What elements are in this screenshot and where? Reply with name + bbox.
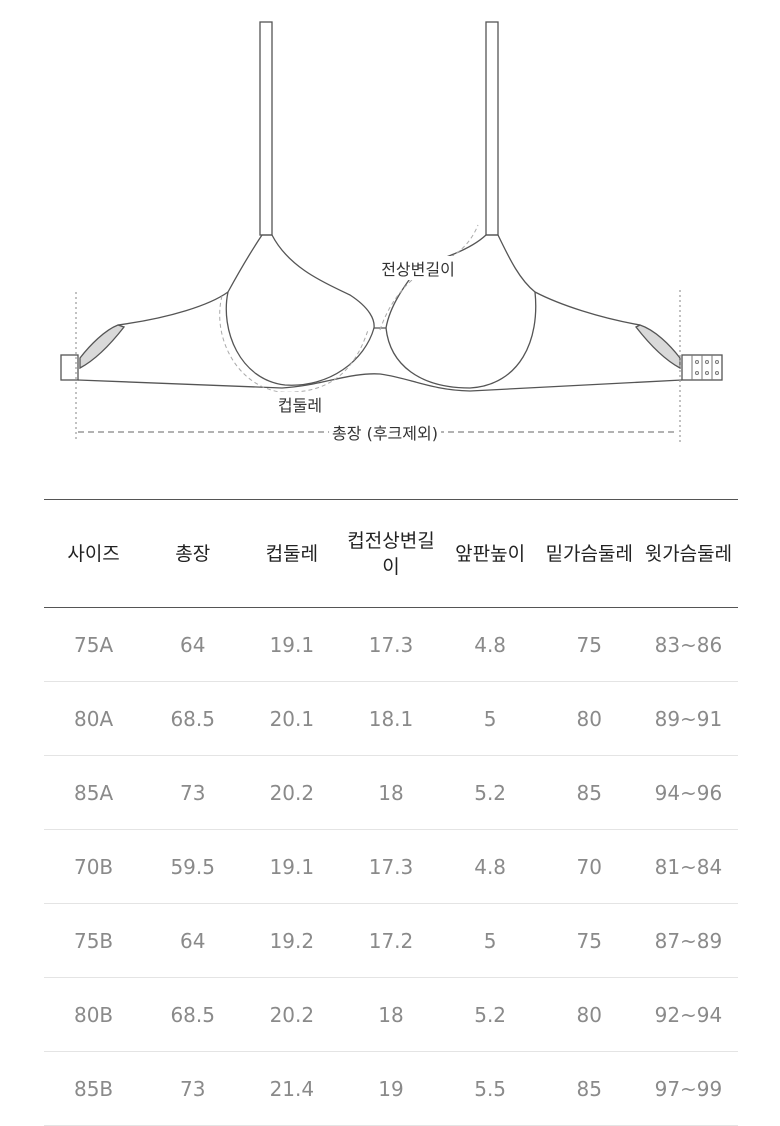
table-cell: 18 xyxy=(341,755,441,830)
table-cell: 64 xyxy=(143,903,243,978)
table-cell: 19.1 xyxy=(242,829,342,904)
table-cell: 17.3 xyxy=(341,607,441,682)
table-cell: 87~89 xyxy=(638,903,738,978)
table-cell: 18 xyxy=(341,977,441,1052)
table-cell: 5.2 xyxy=(440,977,540,1052)
table-cell: 73 xyxy=(143,755,243,830)
header-front-height: 앞판높이 xyxy=(440,499,540,608)
table-cell: 17.2 xyxy=(341,903,441,978)
table-header-row: 사이즈 총장 컵둘레 컵전상변길이 앞판높이 밑가슴둘레 윗가슴둘레 xyxy=(44,499,738,608)
table-cell: 19.2 xyxy=(242,903,342,978)
size-table: 사이즈 총장 컵둘레 컵전상변길이 앞판높이 밑가슴둘레 윗가슴둘레 75A 64… xyxy=(44,499,738,1126)
table-row: 85B 73 21.4 19 5.5 85 97~99 xyxy=(44,1051,738,1126)
bottom-band xyxy=(77,373,683,392)
table-cell: 20.2 xyxy=(242,977,342,1052)
table-cell: 19.1 xyxy=(242,607,342,682)
table-cell: 73 xyxy=(143,1051,243,1126)
table-row: 75A 64 19.1 17.3 4.8 75 83~86 xyxy=(44,607,738,682)
table-cell: 5.5 xyxy=(440,1051,540,1126)
table-cell: 83~86 xyxy=(638,607,738,682)
table-cell: 68.5 xyxy=(143,977,243,1052)
table-cell: 81~84 xyxy=(638,829,738,904)
table-cell: 85A xyxy=(44,755,144,830)
table-cell: 80B xyxy=(44,977,144,1052)
table-cell: 80A xyxy=(44,681,144,756)
table-cell: 89~91 xyxy=(638,681,738,756)
strap-edge-label: 전상변길이 xyxy=(378,256,458,280)
table-cell: 59.5 xyxy=(143,829,243,904)
table-cell: 17.3 xyxy=(341,829,441,904)
vertical-guides xyxy=(75,290,681,442)
table-cell: 85 xyxy=(539,1051,639,1126)
header-cup: 컵둘레 xyxy=(242,499,342,608)
table-cell: 94~96 xyxy=(638,755,738,830)
table-cell: 4.8 xyxy=(440,607,540,682)
table-cell: 75B xyxy=(44,903,144,978)
table-row: 70B 59.5 19.1 17.3 4.8 70 81~84 xyxy=(44,829,738,904)
table-cell: 5.2 xyxy=(440,755,540,830)
table-cell: 21.4 xyxy=(242,1051,342,1126)
table-cell: 75 xyxy=(539,607,639,682)
bra-top-outline xyxy=(117,234,641,329)
table-cell: 19 xyxy=(341,1051,441,1126)
table-cell: 20.1 xyxy=(242,681,342,756)
left-strap xyxy=(259,21,273,236)
table-row: 75B 64 19.2 17.2 5 75 87~89 xyxy=(44,903,738,978)
cup-label: 컵둘레 xyxy=(274,392,326,416)
hook-dots xyxy=(691,355,719,380)
table-cell: 92~94 xyxy=(638,977,738,1052)
bra-illustration xyxy=(60,21,723,442)
total-length-label: 총장 (후크제외) xyxy=(329,420,441,444)
right-cup xyxy=(385,291,537,389)
table-cell: 68.5 xyxy=(143,681,243,756)
right-strap xyxy=(485,21,499,236)
table-cell: 5 xyxy=(440,681,540,756)
table-cell: 5 xyxy=(440,903,540,978)
table-cell: 97~99 xyxy=(638,1051,738,1126)
table-row: 85A 73 20.2 18 5.2 85 94~96 xyxy=(44,755,738,830)
table-cell: 80 xyxy=(539,681,639,756)
table-cell: 64 xyxy=(143,607,243,682)
table-cell: 70B xyxy=(44,829,144,904)
table-row: 80A 68.5 20.1 18.1 5 80 89~91 xyxy=(44,681,738,756)
header-total-length: 총장 xyxy=(143,499,243,608)
table-cell: 18.1 xyxy=(341,681,441,756)
table-row: 80B 68.5 20.2 18 5.2 80 92~94 xyxy=(44,977,738,1052)
table-cell: 20.2 xyxy=(242,755,342,830)
table-cell: 70 xyxy=(539,829,639,904)
hook-eye-left xyxy=(60,354,79,381)
table-cell: 75 xyxy=(539,903,639,978)
table-cell: 85B xyxy=(44,1051,144,1126)
header-bust: 윗가슴둘레 xyxy=(638,499,738,608)
table-cell: 4.8 xyxy=(440,829,540,904)
bra-measurement-diagram: 전상변길이 컵둘레 총장 (후크제외) xyxy=(0,0,780,460)
table-cell: 85 xyxy=(539,755,639,830)
measure-guides xyxy=(219,224,479,393)
table-cell: 75A xyxy=(44,607,144,682)
left-elastic xyxy=(79,324,126,370)
left-cup xyxy=(225,291,375,386)
right-elastic xyxy=(635,324,681,370)
header-size: 사이즈 xyxy=(44,499,144,608)
header-underbust: 밑가슴둘레 xyxy=(539,499,639,608)
header-cup-edge: 컵전상변길이 xyxy=(341,499,441,608)
table-cell: 80 xyxy=(539,977,639,1052)
